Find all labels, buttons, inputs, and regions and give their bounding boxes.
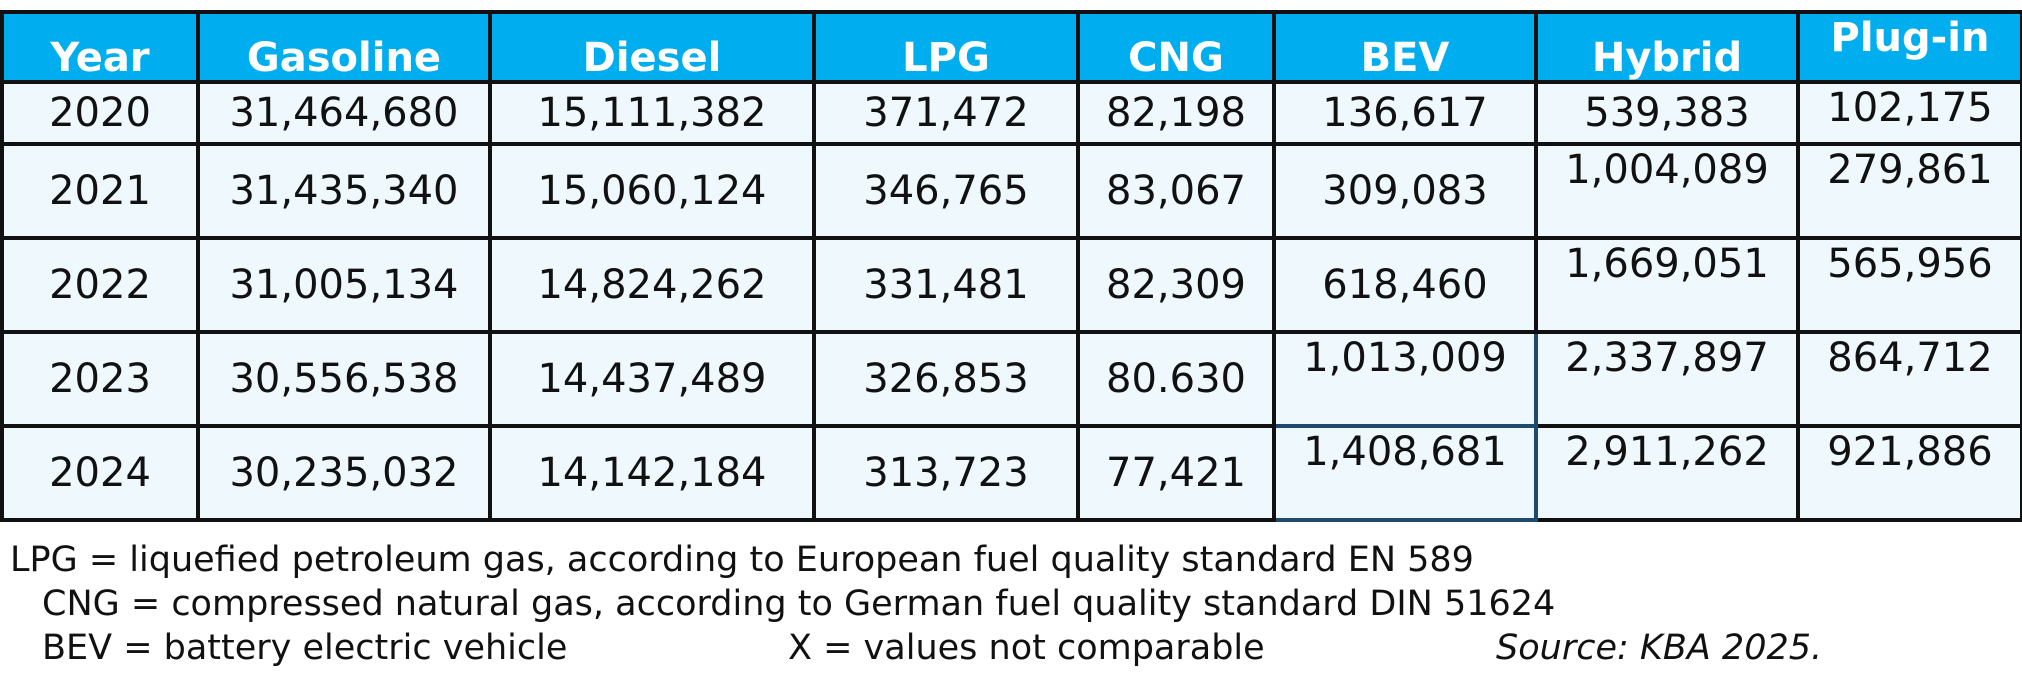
cell-year: 2024	[0, 424, 200, 522]
cell-plug-in: 565,956	[1796, 236, 2022, 334]
cell-cng: 77,421	[1076, 424, 1276, 522]
cell-year: 2023	[0, 330, 200, 428]
cell-diesel: 14,142,184	[488, 424, 816, 522]
header-plug-in: Plug-in	[1796, 10, 2022, 84]
cell-plug-in: 102,175	[1796, 80, 2022, 146]
header-cng: CNG	[1076, 10, 1276, 84]
cell-diesel: 14,824,262	[488, 236, 816, 334]
cell-lpg: 331,481	[812, 236, 1080, 334]
note-x: X = values not comparable	[788, 628, 1265, 668]
header-row: Year Gasoline Diesel LPG CNG BEV Hybrid …	[0, 10, 2022, 84]
cell-lpg: 326,853	[812, 330, 1080, 428]
cell-plug-in: 921,886	[1796, 424, 2022, 522]
cell-lpg: 313,723	[812, 424, 1080, 522]
header-bev: BEV	[1272, 10, 1538, 84]
cell-diesel: 14,437,489	[488, 330, 816, 428]
cell-plug-in: 864,712	[1796, 330, 2022, 428]
cell-cng: 82,198	[1076, 80, 1276, 146]
cell-hybrid: 2,337,897	[1534, 330, 1800, 428]
cell-hybrid: 539,383	[1534, 80, 1800, 146]
cell-cng: 80.630	[1076, 330, 1276, 428]
cell-hybrid: 1,669,051	[1534, 236, 1800, 334]
cell-hybrid: 1,004,089	[1534, 142, 1800, 240]
table-row: 2022 31,005,134 14,824,262 331,481 82,30…	[0, 236, 2022, 334]
cell-bev: 1,013,009	[1272, 330, 1538, 428]
cell-gasoline: 31,005,134	[196, 236, 492, 334]
header-year: Year	[0, 10, 200, 84]
cell-gasoline: 30,556,538	[196, 330, 492, 428]
cell-bev: 309,083	[1272, 142, 1538, 240]
cell-gasoline: 31,464,680	[196, 80, 492, 146]
cell-hybrid: 2,911,262	[1534, 424, 1800, 522]
note-lpg: LPG = liquefied petroleum gas, according…	[10, 540, 1474, 580]
cell-bev: 618,460	[1272, 236, 1538, 334]
cell-year: 2020	[0, 80, 200, 146]
table-row: 2024 30,235,032 14,142,184 313,723 77,42…	[0, 424, 2022, 522]
cell-gasoline: 31,435,340	[196, 142, 492, 240]
header-lpg: LPG	[812, 10, 1080, 84]
cell-lpg: 346,765	[812, 142, 1080, 240]
header-gasoline: Gasoline	[196, 10, 492, 84]
table-row: 2023 30,556,538 14,437,489 326,853 80.63…	[0, 330, 2022, 428]
table-row: 2021 31,435,340 15,060,124 346,765 83,06…	[0, 142, 2022, 240]
source-note: Source: KBA 2025.	[1496, 628, 1823, 668]
cell-cng: 83,067	[1076, 142, 1276, 240]
note-cng: CNG = compressed natural gas, according …	[42, 584, 1556, 624]
table-row: 2020 31,464,680 15,111,382 371,472 82,19…	[0, 80, 2022, 146]
note-bev: BEV = battery electric vehicle	[42, 628, 568, 668]
header-hybrid: Hybrid	[1534, 10, 1800, 84]
cell-year: 2022	[0, 236, 200, 334]
cell-cng: 82,309	[1076, 236, 1276, 334]
cell-diesel: 15,060,124	[488, 142, 816, 240]
cell-diesel: 15,111,382	[488, 80, 816, 146]
cell-lpg: 371,472	[812, 80, 1080, 146]
cell-bev: 136,617	[1272, 80, 1538, 146]
cell-gasoline: 30,235,032	[196, 424, 492, 522]
cell-year: 2021	[0, 142, 200, 240]
vehicle-stock-table: Year Gasoline Diesel LPG CNG BEV Hybrid …	[0, 10, 2022, 522]
cell-plug-in: 279,861	[1796, 142, 2022, 240]
header-diesel: Diesel	[488, 10, 816, 84]
cell-bev: 1,408,681	[1272, 424, 1538, 522]
